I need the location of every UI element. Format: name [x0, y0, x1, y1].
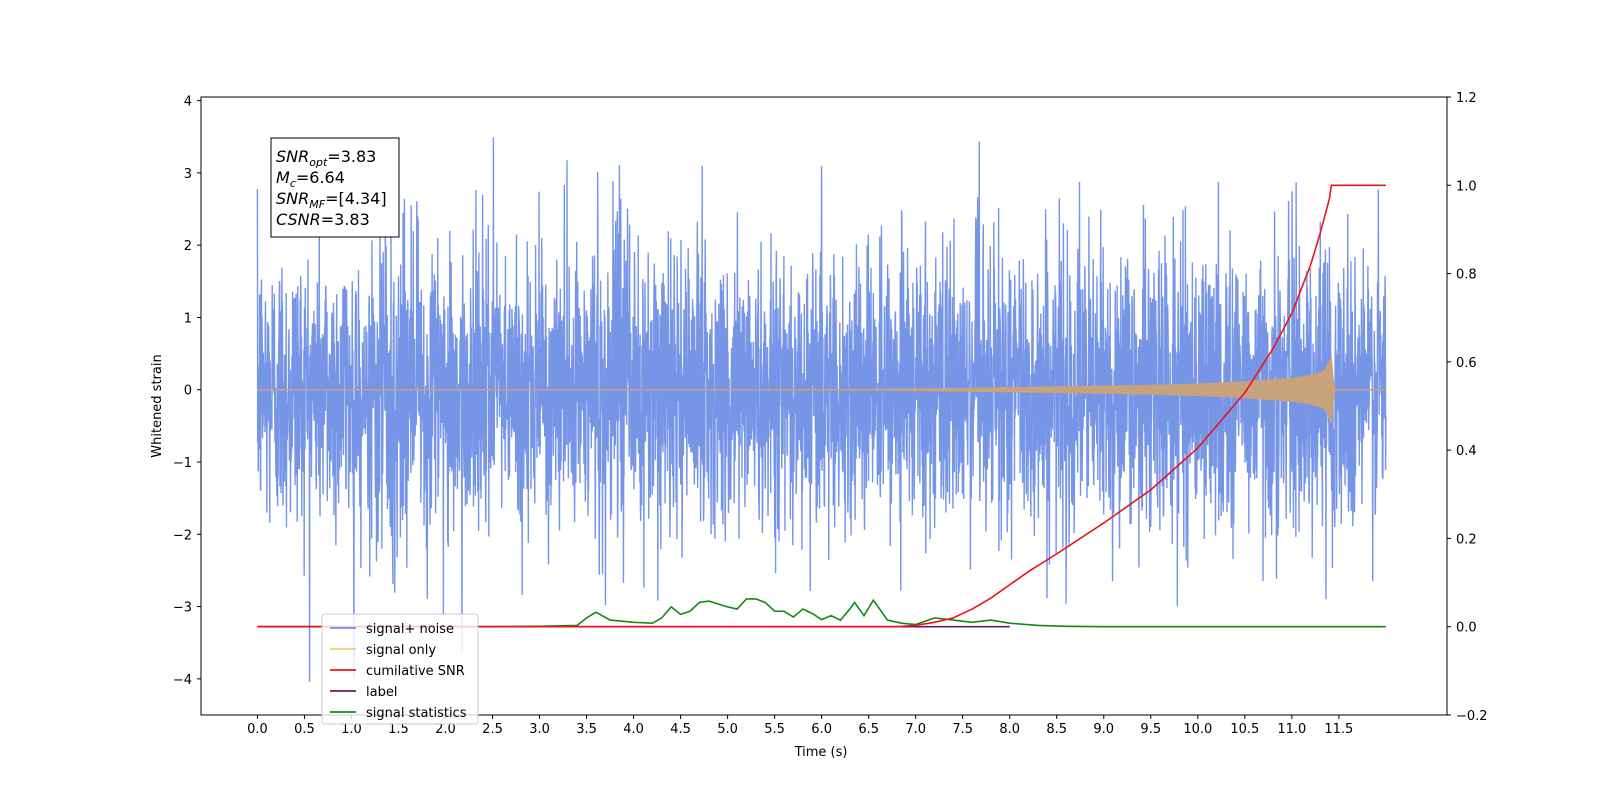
x-tick-label: 5.0 — [717, 722, 738, 737]
x-tick-label: 1.0 — [341, 722, 362, 737]
y-axis-left: 4 3 2 1 0 −1 −2 −3 −4 — [173, 95, 201, 688]
x-tick-label: 6.0 — [811, 722, 832, 737]
x-tick-label: 8.0 — [999, 722, 1020, 737]
x-tick-label: 11.0 — [1277, 722, 1306, 737]
legend-label: label — [366, 685, 397, 700]
x-tick-label: 9.5 — [1140, 722, 1161, 737]
y2-tick-label: 1.2 — [1456, 91, 1477, 106]
legend-label: signal only — [366, 643, 436, 658]
axes-frame — [200, 96, 1448, 716]
y2-tick-label: 0.6 — [1456, 356, 1477, 371]
y-tick-label: 2 — [184, 239, 192, 254]
legend-label: signal statistics — [366, 706, 467, 721]
y-tick-label: 0 — [184, 384, 192, 399]
y-tick-label: −1 — [173, 456, 192, 471]
x-tick-label: 9.0 — [1093, 722, 1114, 737]
info-line: Mc=6.64 — [276, 168, 345, 190]
x-tick-label: 2.0 — [435, 722, 456, 737]
signal-noise-line — [256, 137, 1387, 682]
legend-label: signal+ noise — [366, 622, 454, 637]
x-tick-label: 3.0 — [529, 722, 550, 737]
y-tick-label: 4 — [184, 95, 192, 110]
y-tick-label: −3 — [173, 601, 192, 616]
x-tick-label: 7.0 — [905, 722, 926, 737]
y-axis-label: Whitened strain — [150, 354, 165, 457]
x-tick-label: 11.5 — [1324, 722, 1353, 737]
x-tick-label: 10.0 — [1183, 722, 1212, 737]
cumulative-snr-line — [257, 184, 1386, 628]
y2-tick-label: 0.2 — [1456, 532, 1477, 547]
y2-tick-label: 0.8 — [1456, 268, 1477, 283]
x-tick-label: 6.5 — [858, 722, 879, 737]
legend-label: cumilative SNR — [366, 664, 465, 679]
y-tick-label: −4 — [173, 673, 192, 688]
info-line: SNRMF=[4.34] — [276, 189, 387, 211]
y2-tick-label: 0.0 — [1456, 621, 1477, 636]
info-box-frame — [270, 137, 400, 238]
signal-only-series — [256, 354, 1387, 425]
x-tick-label: 3.5 — [576, 722, 597, 737]
x-tick-label: 4.5 — [670, 722, 691, 737]
y2-tick-label: −0.2 — [1456, 709, 1488, 724]
x-tick-label: 5.5 — [764, 722, 785, 737]
x-tick-label: 4.0 — [623, 722, 644, 737]
signal-noise-series — [256, 137, 1387, 682]
y-tick-label: −2 — [173, 528, 192, 543]
x-tick-label: 0.0 — [247, 722, 268, 737]
y2-tick-label: 1.0 — [1456, 179, 1477, 194]
x-axis: 0.0 0.5 1.0 1.5 2.0 2.5 3.0 3.5 4.0 4.5 5.0 5.5 6.0 6… — [247, 715, 1353, 737]
legend: signal+ noise signal only cumilative SNR la… — [321, 613, 479, 725]
plot-area — [256, 137, 1387, 682]
info-line: CSNR=3.83 — [276, 210, 370, 229]
y-tick-label: 1 — [184, 311, 192, 326]
x-tick-label: 8.5 — [1046, 722, 1067, 737]
x-tick-label: 0.5 — [294, 722, 315, 737]
x-tick-label: 7.5 — [952, 722, 973, 737]
x-axis-label: Time (s) — [794, 745, 848, 760]
x-tick-label: 1.5 — [388, 722, 409, 737]
y-tick-label: 3 — [184, 167, 192, 182]
legend-frame — [321, 613, 479, 725]
info-line: SNRopt=3.83 — [276, 147, 376, 169]
signal-only-line — [256, 354, 1387, 425]
y-axis-right: 1.2 1.0 0.8 0.6 0.4 0.2 0.0 −0.2 — [1447, 91, 1488, 724]
x-tick-label: 10.5 — [1230, 722, 1259, 737]
y2-tick-label: 0.4 — [1456, 444, 1477, 459]
x-tick-label: 2.5 — [482, 722, 503, 737]
